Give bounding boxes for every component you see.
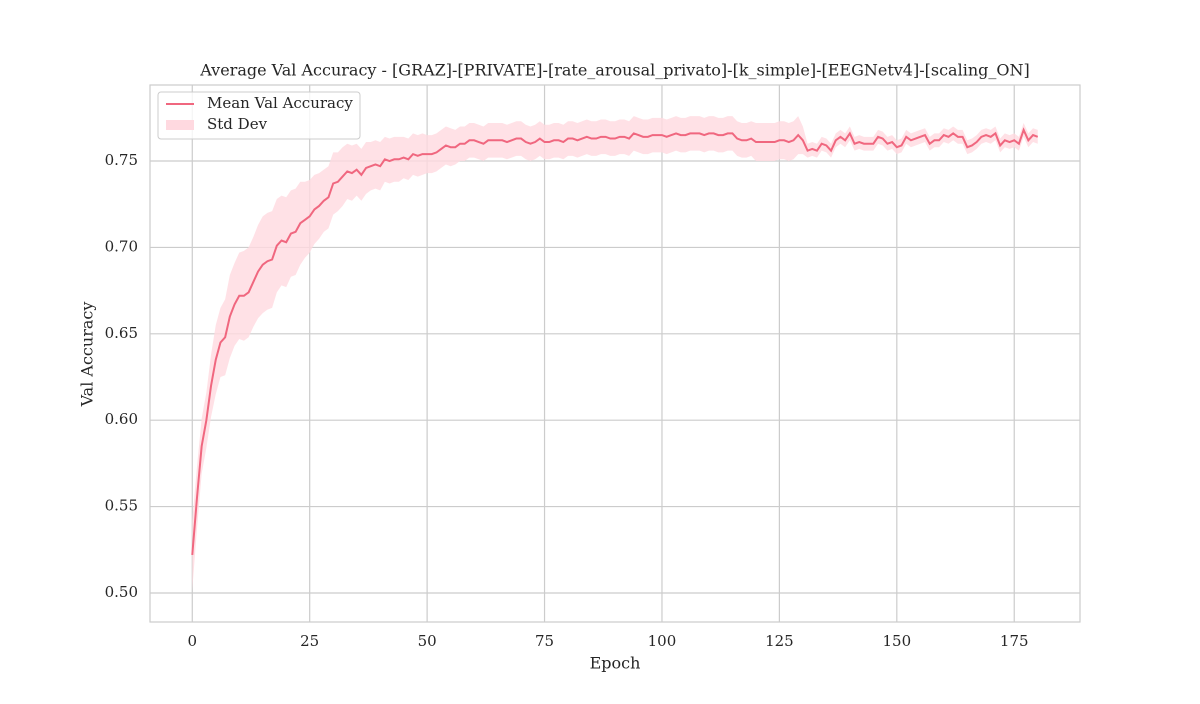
x-tick-label: 25: [300, 632, 319, 650]
y-tick-label: 0.55: [105, 497, 138, 515]
x-tick-label: 0: [187, 632, 197, 650]
x-tick-label: 125: [765, 632, 794, 650]
y-tick-label: 0.50: [105, 583, 138, 601]
y-tick-label: 0.65: [105, 324, 138, 342]
legend-swatch: [166, 120, 194, 130]
x-tick-label: 75: [535, 632, 554, 650]
legend: Mean Val Accuracy Std Dev: [157, 91, 361, 140]
x-tick-label: 100: [648, 632, 677, 650]
plot: [191, 116, 1039, 590]
legend-box: [157, 91, 361, 140]
x-tick-label: 50: [418, 632, 437, 650]
x-axis-label: Epoch: [590, 654, 641, 673]
legend-label: Std Dev: [207, 115, 268, 133]
legend-label: Mean Val Accuracy: [207, 94, 353, 112]
mean-line: [191, 127, 1039, 556]
plot-frame: [149, 84, 1081, 623]
x-tick-label: 175: [1000, 632, 1029, 650]
x-tick-label: 150: [882, 632, 911, 650]
y-tick-label: 0.60: [105, 410, 138, 428]
y-tick-label: 0.75: [105, 151, 138, 169]
chart-title: Average Val Accuracy - [GRAZ]-[PRIVATE]-…: [199, 61, 1029, 80]
y-tick-label: 0.70: [105, 237, 138, 255]
y-axis-label: Val Accuracy: [78, 302, 97, 408]
